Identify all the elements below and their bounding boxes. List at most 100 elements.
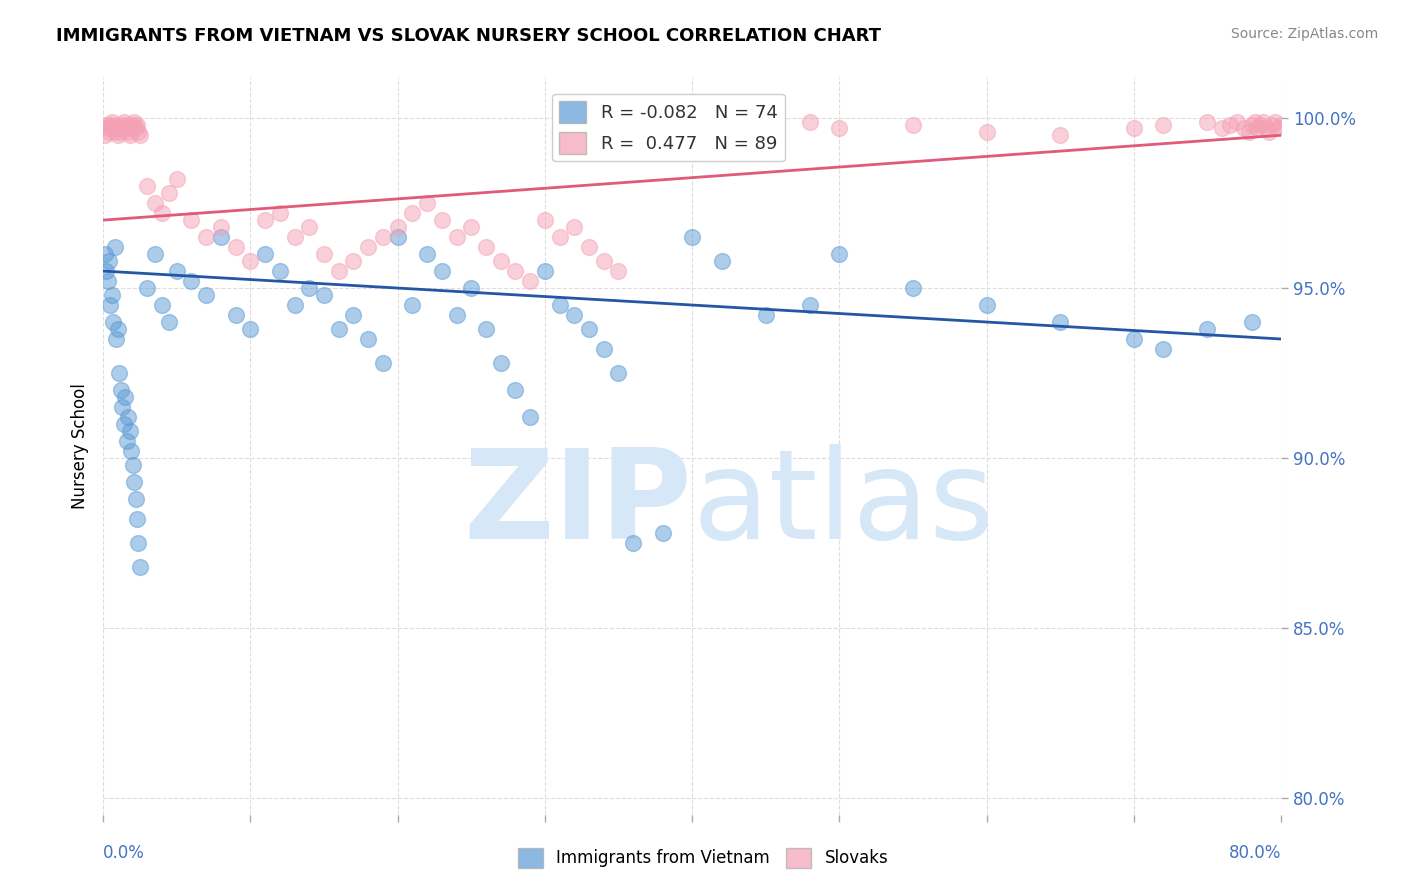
Point (195, 230, 218, 244)
Point (298, 281, 321, 295)
Point (117, 125, 139, 139)
Point (1122, 121, 1144, 136)
Point (534, 213, 557, 227)
Point (107, 128, 129, 143)
Point (489, 253, 512, 268)
Point (312, 247, 335, 261)
Point (101, 114, 124, 128)
Legend: Immigrants from Vietnam, Slovaks: Immigrants from Vietnam, Slovaks (510, 841, 896, 875)
Point (166, 264, 188, 278)
Point (1249, 118, 1271, 132)
Point (401, 298, 423, 312)
Point (799, 114, 821, 128)
Point (112, 114, 135, 128)
Text: ZIP: ZIP (464, 444, 692, 566)
Point (475, 240, 498, 254)
Point (150, 298, 173, 312)
Point (136, 281, 159, 295)
Point (1197, 114, 1219, 128)
Point (129, 128, 152, 143)
Point (578, 240, 600, 254)
Point (1246, 121, 1268, 136)
Point (1049, 315, 1071, 329)
Point (118, 424, 141, 438)
Point (342, 308, 364, 322)
Point (101, 288, 124, 302)
Point (430, 213, 453, 227)
Point (239, 253, 262, 268)
Point (94, 118, 117, 132)
Point (115, 434, 138, 448)
Point (1256, 121, 1278, 136)
Point (1233, 121, 1256, 136)
Point (607, 366, 630, 380)
Text: 0.0%: 0.0% (103, 844, 145, 862)
Point (328, 264, 350, 278)
Point (120, 444, 142, 458)
Point (93, 247, 115, 261)
Point (124, 491, 146, 506)
Point (100, 118, 122, 132)
Point (562, 308, 585, 322)
Point (136, 179, 159, 194)
Point (157, 186, 180, 200)
Point (103, 315, 125, 329)
Point (460, 219, 482, 234)
Point (108, 366, 131, 380)
Point (111, 118, 134, 132)
Point (115, 118, 138, 132)
Point (357, 332, 380, 346)
Point (976, 125, 998, 139)
Text: IMMIGRANTS FROM VIETNAM VS SLOVAK NURSERY SCHOOL CORRELATION CHART: IMMIGRANTS FROM VIETNAM VS SLOVAK NURSER… (56, 27, 882, 45)
Point (122, 475, 145, 489)
Point (225, 308, 247, 322)
Point (1240, 315, 1263, 329)
Point (180, 274, 202, 288)
Y-axis label: Nursery School: Nursery School (72, 383, 89, 509)
Point (901, 281, 924, 295)
Point (96, 121, 118, 136)
Point (105, 118, 128, 132)
Point (505, 264, 527, 278)
Point (755, 308, 778, 322)
Point (166, 172, 188, 186)
Point (446, 308, 468, 322)
Point (121, 458, 143, 472)
Point (122, 114, 145, 128)
Point (121, 118, 143, 132)
Point (1211, 121, 1233, 136)
Point (239, 322, 262, 336)
Point (104, 125, 127, 139)
Point (93, 128, 115, 143)
Point (1267, 121, 1289, 136)
Point (710, 253, 733, 268)
Point (111, 400, 134, 414)
Point (578, 322, 600, 336)
Point (104, 240, 127, 254)
Text: atlas: atlas (692, 444, 994, 566)
Point (125, 512, 148, 526)
Point (371, 356, 394, 370)
Point (357, 240, 380, 254)
Point (534, 264, 557, 278)
Point (1240, 118, 1263, 132)
Point (1152, 342, 1174, 356)
Point (1258, 125, 1281, 139)
Point (117, 410, 139, 425)
Point (562, 219, 585, 234)
Point (548, 298, 571, 312)
Point (110, 125, 132, 139)
Point (328, 322, 350, 336)
Point (401, 206, 423, 220)
Point (125, 118, 148, 132)
Point (651, 118, 673, 132)
Point (446, 230, 468, 244)
Legend: R = -0.082   N = 74, R =  0.477   N = 89: R = -0.082 N = 74, R = 0.477 N = 89 (553, 94, 785, 161)
Point (114, 121, 136, 136)
Point (283, 298, 305, 312)
Point (118, 128, 141, 143)
Text: 80.0%: 80.0% (1229, 844, 1281, 862)
Point (976, 298, 998, 312)
Point (143, 196, 166, 211)
Point (127, 125, 149, 139)
